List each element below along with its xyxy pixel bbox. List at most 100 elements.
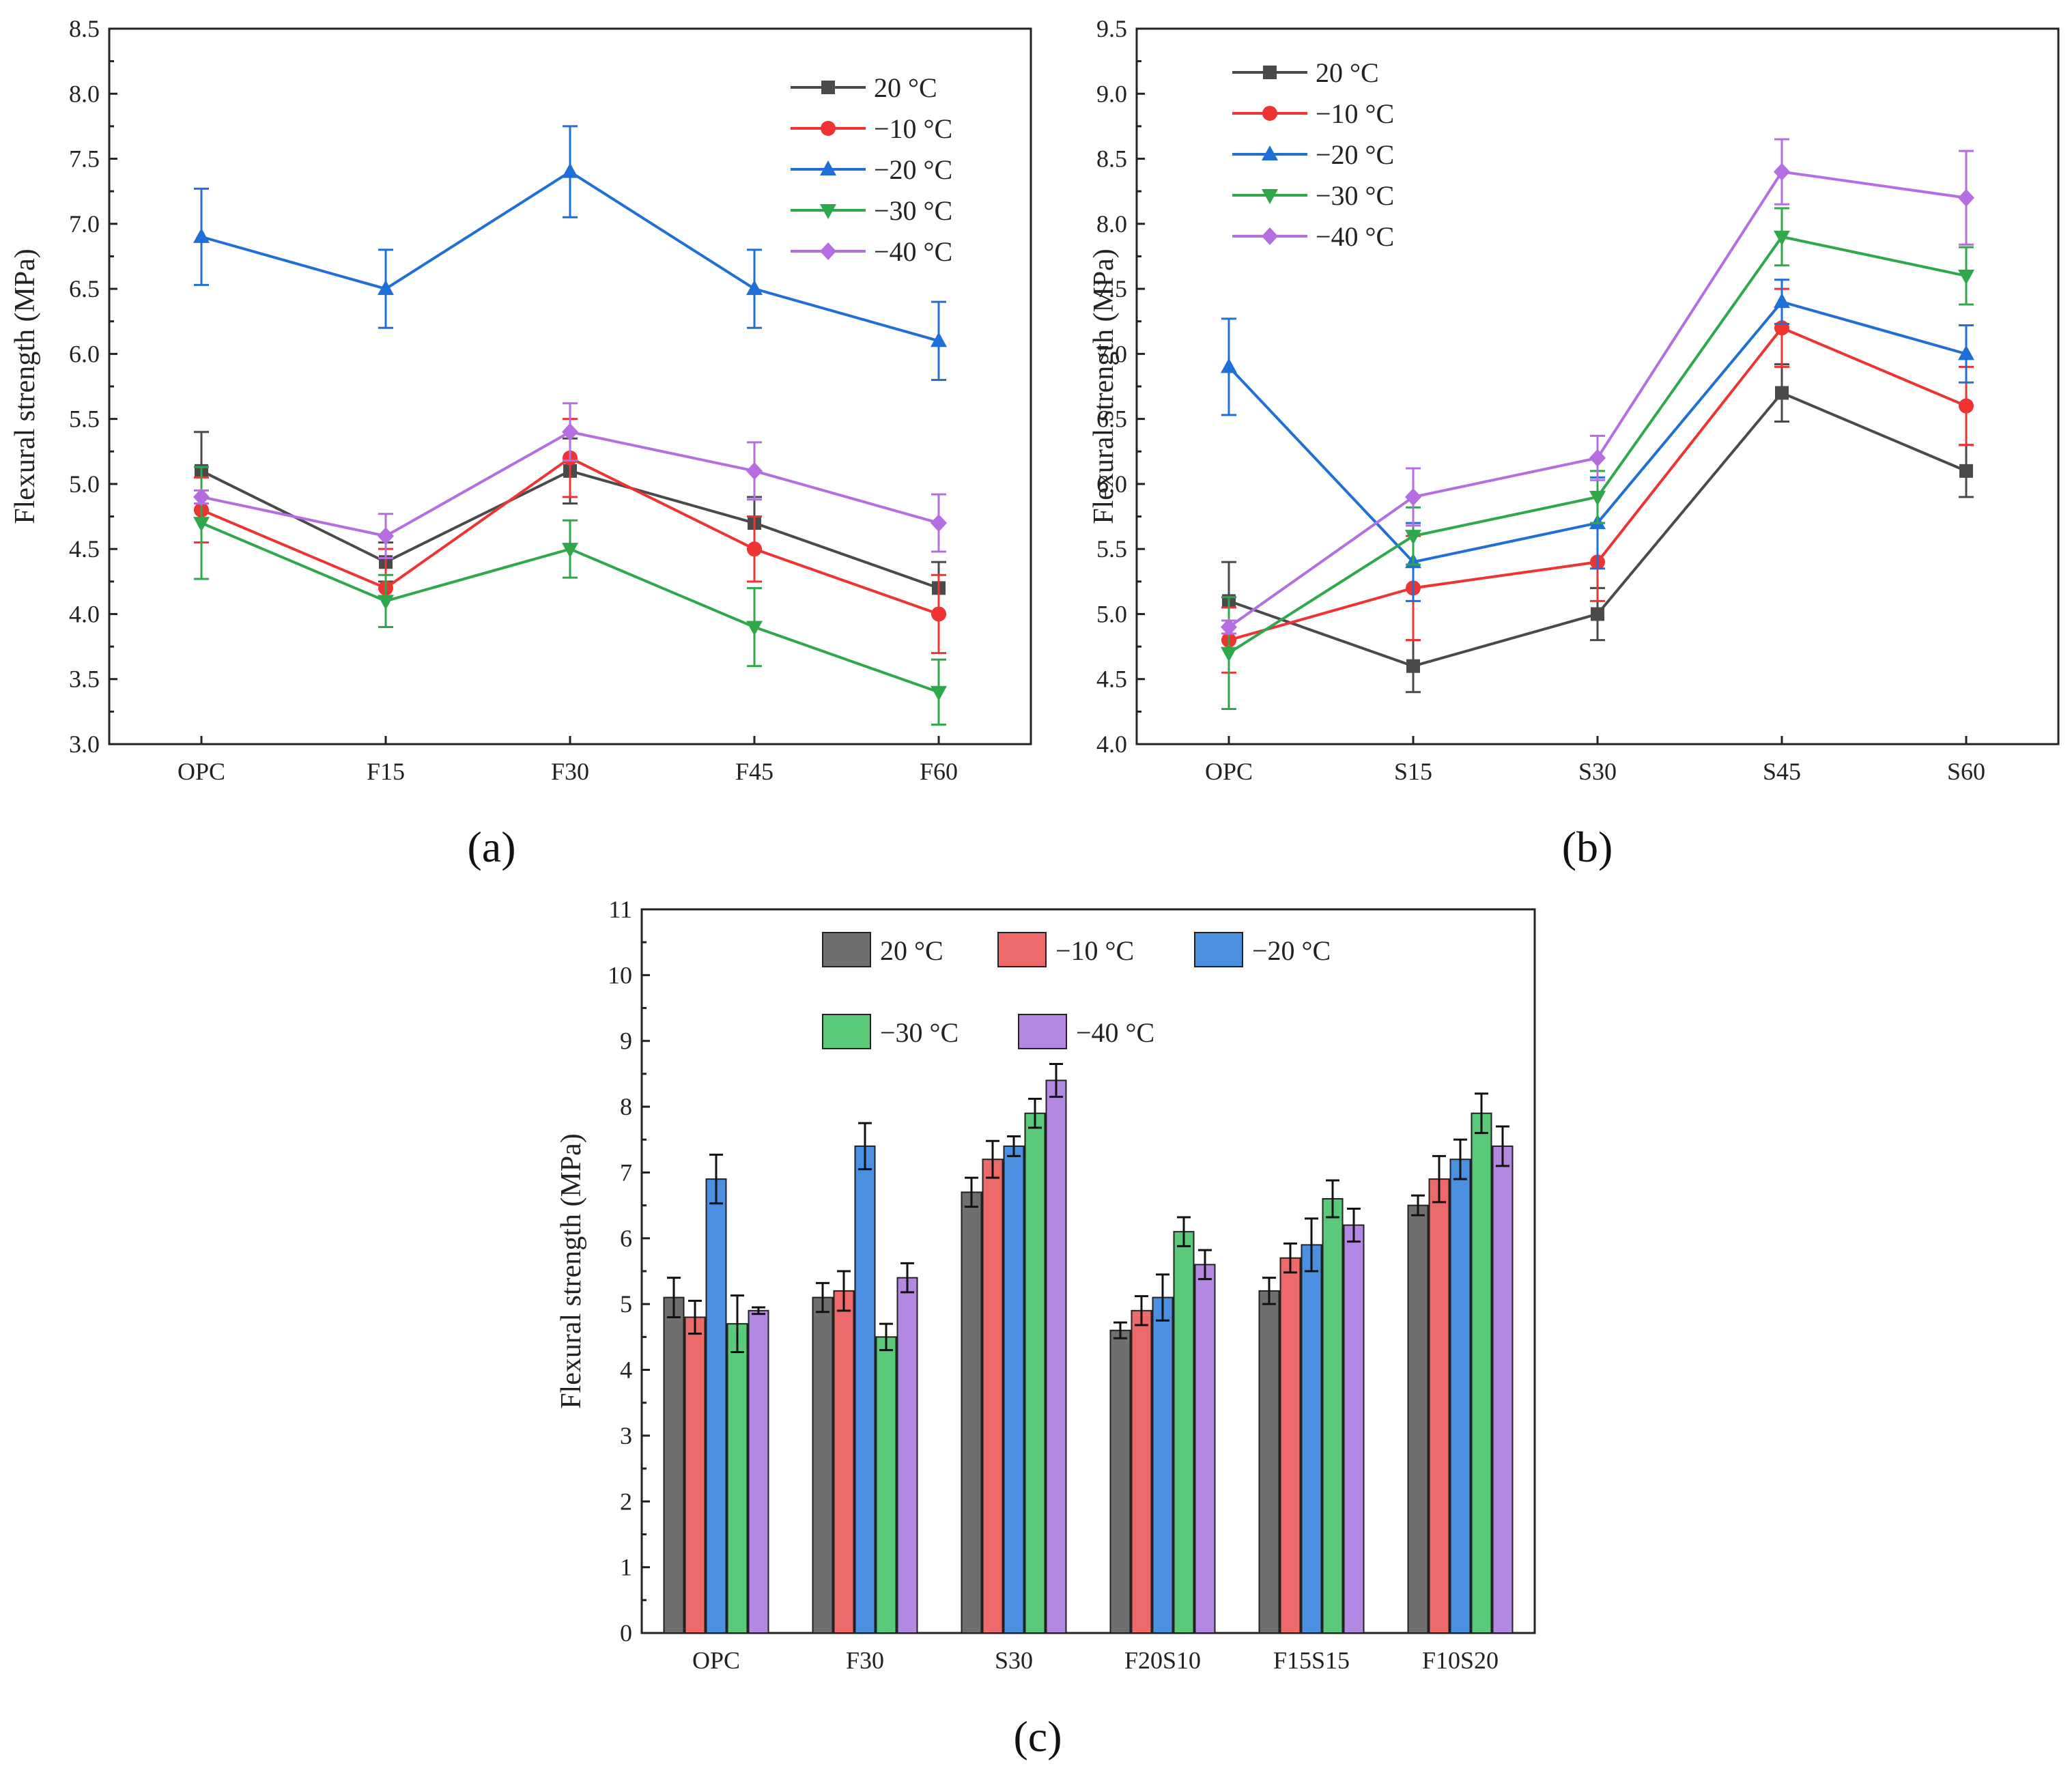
bar: [1045, 1079, 1067, 1634]
data-point: [1774, 162, 1790, 181]
bar: [1492, 1145, 1514, 1634]
series-0: [663, 1176, 1429, 1634]
series-1: [684, 1139, 1450, 1634]
series-4: [193, 402, 947, 560]
bar: [1173, 1231, 1195, 1634]
data-point: [562, 423, 578, 441]
series-3: [726, 1092, 1492, 1634]
legend-label: 20 °C: [874, 72, 937, 103]
data-point: [1405, 530, 1421, 545]
legend-marker: [1262, 227, 1278, 245]
legend-label: −30 °C: [874, 195, 952, 226]
data-point: [1406, 659, 1420, 673]
chart-b: 4.0 4.5 5.0 5.5 6.0 6.5 7.0 7.5 8.0 8.5 9.0 9.5 OPC S…: [1088, 15, 2060, 871]
legend-marker: [1262, 189, 1278, 204]
data-point: [378, 527, 394, 545]
y-tick-label: 3: [620, 1422, 632, 1449]
bar: [1322, 1198, 1344, 1634]
y-tick-label: 4.0: [69, 600, 100, 627]
y-tick-label: 9.5: [1096, 15, 1127, 42]
legend-label: 20 °C: [1316, 57, 1379, 88]
y-tick-label: 7.0: [1096, 340, 1127, 367]
x-tick-label: F15: [367, 758, 405, 785]
y-tick-label: 5.5: [69, 406, 100, 433]
series-4: [748, 1062, 1514, 1634]
bar: [663, 1296, 685, 1634]
data-point: [1405, 487, 1421, 506]
y-tick-label: 6.5: [69, 275, 100, 302]
bar: [1407, 1204, 1429, 1634]
legend-swatch: [1018, 1014, 1067, 1049]
data-point: [1221, 618, 1237, 636]
legend-label: −10 °C: [874, 113, 952, 144]
legend-label: −40 °C: [874, 236, 952, 267]
data-point: [1774, 293, 1790, 309]
data-point: [1958, 188, 1974, 207]
legend-marker: [821, 81, 835, 94]
legend-label: −30 °C: [880, 1017, 959, 1048]
bar: [1109, 1329, 1131, 1634]
x-tick-label: S60: [1947, 758, 1985, 785]
data-point: [1774, 230, 1790, 246]
panel-label: (b): [1562, 823, 1613, 871]
bar: [982, 1159, 1004, 1634]
x-tick-label: F60: [920, 758, 958, 785]
y-tick-label: 4.0: [1096, 730, 1127, 758]
y-tick-label: 5.0: [1096, 600, 1127, 627]
chart-a: 3.0 3.5 4.0 4.5 5.0 5.5 6.0 6.5 7.0 7.5 8.0 8.5 OPC F…: [10, 15, 1032, 871]
bar: [726, 1323, 748, 1634]
x-tick-label: F45: [735, 758, 774, 785]
data-point: [1589, 449, 1606, 467]
x-tick-label: F10S20: [1422, 1647, 1499, 1674]
y-tick-label: 7.0: [69, 210, 100, 238]
legend-swatch: [822, 932, 871, 967]
y-tick-label: 6.0: [1096, 470, 1127, 498]
legend-label: 20 °C: [880, 935, 943, 966]
legend-label: −10 °C: [1055, 935, 1134, 966]
legend-label: −20 °C: [874, 154, 952, 185]
y-axis-label: Flexural strength (MPa): [1088, 248, 1120, 524]
legend-swatch: [822, 1014, 871, 1049]
data-point: [746, 280, 763, 296]
y-tick-label: 7.5: [1096, 275, 1127, 302]
y-tick-label: 1: [620, 1554, 632, 1581]
legend: 20 °C −10 °C −20 °C −30 °C −40 °C: [1232, 57, 1394, 252]
data-point: [747, 541, 762, 557]
data-point: [1775, 386, 1789, 400]
y-tick-label: 6.0: [69, 340, 100, 367]
legend-marker: [820, 204, 836, 219]
data-point: [1589, 490, 1606, 506]
bar: [1428, 1178, 1450, 1634]
data-point: [931, 332, 947, 347]
chart-c: 0 1 2 3 4 5 6 7 8 9 10 11 OPC F30 S30 F20S10 F15S15 F10S2…: [556, 896, 1536, 1761]
y-tick-label: 9.0: [1096, 80, 1127, 107]
x-tick-label: S15: [1394, 758, 1432, 785]
legend-label: −20 °C: [1316, 139, 1394, 170]
y-tick-label: 7: [620, 1159, 632, 1186]
data-point: [193, 487, 210, 506]
bar: [1152, 1296, 1174, 1634]
bar: [1194, 1264, 1216, 1634]
legend-marker: [821, 121, 836, 136]
y-tick-label: 6: [620, 1225, 632, 1252]
x-tick-label: OPC: [1205, 758, 1253, 785]
x-tick-label: F20S10: [1124, 1647, 1201, 1674]
bar: [1258, 1290, 1280, 1634]
y-tick-label: 8.0: [69, 80, 100, 107]
x-tick-label: OPC: [178, 758, 225, 785]
series-4: [1221, 138, 1974, 636]
y-tick-label: 5: [620, 1290, 632, 1318]
legend-marker: [820, 160, 836, 175]
data-point: [1959, 398, 1974, 414]
data-point: [931, 514, 947, 532]
bar: [854, 1145, 876, 1634]
x-tick-label: F30: [846, 1647, 884, 1674]
data-point: [746, 462, 763, 480]
legend-label: −10 °C: [1316, 98, 1394, 129]
bar: [1301, 1244, 1322, 1634]
data-point: [378, 595, 394, 610]
y-tick-label: 6.5: [1096, 406, 1127, 433]
y-tick-label: 8: [620, 1093, 632, 1120]
y-tick-label: 2: [620, 1488, 632, 1515]
